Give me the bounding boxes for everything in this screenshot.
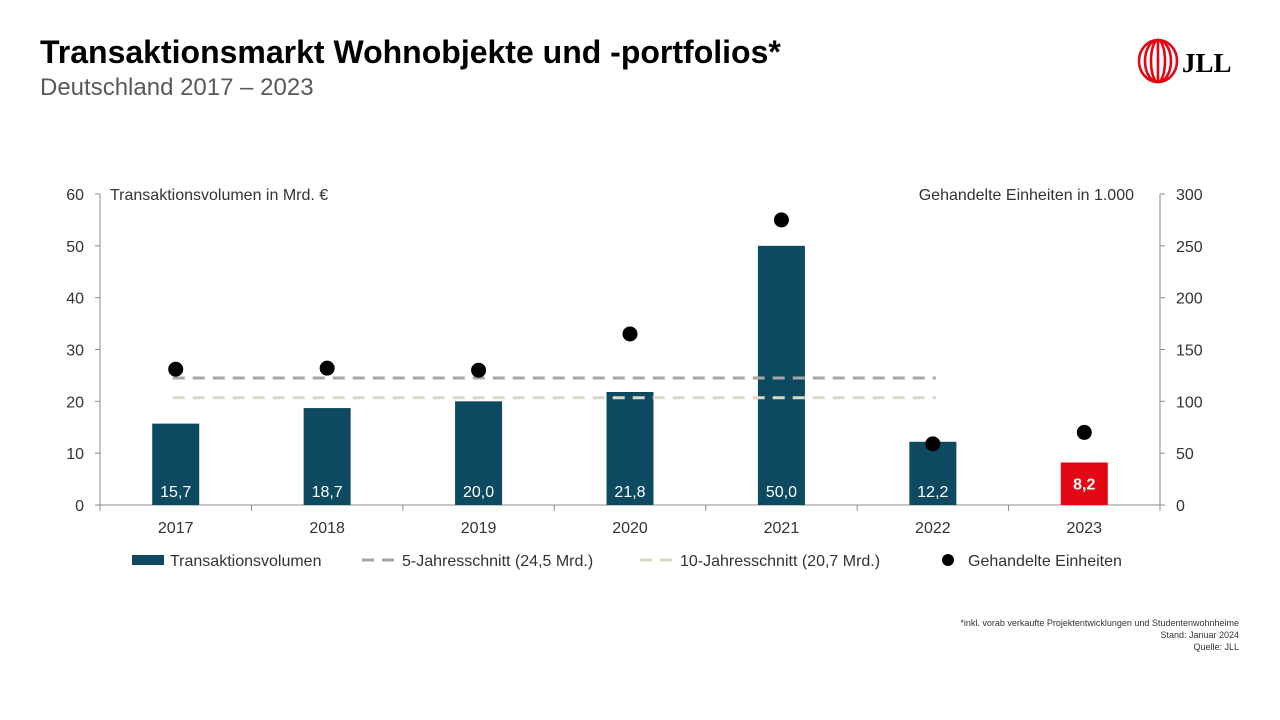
bar-data-label: 21,8 bbox=[614, 484, 645, 501]
y-tick-label-left: 0 bbox=[75, 498, 84, 515]
dot-2021 bbox=[773, 212, 789, 228]
legend-label-10-jahre: 10-Jahresschnitt (20,7 Mrd.) bbox=[680, 553, 880, 570]
jll-logo: JLL bbox=[1137, 38, 1232, 84]
x-tick-label: 2021 bbox=[764, 520, 800, 537]
page-title: Transaktionsmarkt Wohnobjekte und -portf… bbox=[40, 34, 781, 70]
x-tick-label: 2017 bbox=[158, 520, 194, 537]
y-tick-label-left: 50 bbox=[66, 239, 84, 256]
page-subtitle: Deutschland 2017 – 2023 bbox=[40, 74, 314, 101]
x-tick-label: 2019 bbox=[461, 520, 497, 537]
dot-2020 bbox=[622, 326, 638, 342]
y-tick-label-right: 250 bbox=[1176, 239, 1203, 256]
bar-data-label: 15,7 bbox=[160, 484, 191, 501]
source-note: Quelle: JLL bbox=[1193, 642, 1239, 652]
y-tick-label-right: 150 bbox=[1176, 343, 1203, 360]
dot-2023 bbox=[1076, 424, 1092, 440]
dot-2018 bbox=[319, 360, 335, 376]
status-date: Stand: Januar 2024 bbox=[1160, 630, 1239, 640]
legend-label-einheiten: Gehandelte Einheiten bbox=[968, 553, 1122, 570]
bar-data-label: 12,2 bbox=[917, 484, 948, 501]
jll-logo-text: JLL bbox=[1182, 48, 1232, 78]
bar-2023 bbox=[1060, 462, 1108, 505]
bar-2019 bbox=[455, 401, 503, 505]
bar-2020 bbox=[606, 392, 654, 505]
bar-data-label: 20,0 bbox=[463, 484, 494, 501]
bar-data-label: 18,7 bbox=[312, 484, 343, 501]
x-tick-label: 2020 bbox=[612, 520, 648, 537]
bar-2021 bbox=[757, 245, 805, 506]
y-tick-label-right: 300 bbox=[1176, 187, 1203, 204]
y-tick-label-left: 60 bbox=[66, 187, 84, 204]
y-axis-label-left: Transaktionsvolumen in Mrd. € bbox=[110, 187, 328, 204]
x-tick-label: 2018 bbox=[309, 520, 345, 537]
legend-swatch-volumen bbox=[132, 555, 164, 565]
dot-2017 bbox=[168, 361, 184, 377]
y-tick-label-right: 100 bbox=[1176, 394, 1203, 411]
y-tick-label-left: 30 bbox=[66, 343, 84, 360]
y-tick-label-right: 200 bbox=[1176, 291, 1203, 308]
x-tick-label: 2023 bbox=[1066, 520, 1102, 537]
y-axis-label-right: Gehandelte Einheiten in 1.000 bbox=[919, 187, 1134, 204]
bar-2017 bbox=[152, 423, 200, 505]
y-tick-label-right: 50 bbox=[1176, 446, 1194, 463]
legend-label-volumen: Transaktionsvolumen bbox=[170, 553, 321, 570]
y-tick-label-right: 0 bbox=[1176, 498, 1185, 515]
x-tick-label: 2022 bbox=[915, 520, 951, 537]
bar-data-label: 50,0 bbox=[766, 484, 797, 501]
legend-swatch-einheiten bbox=[942, 554, 954, 566]
y-tick-label-left: 10 bbox=[66, 446, 84, 463]
footnote: *inkl. vorab verkaufte Projektentwicklun… bbox=[960, 618, 1239, 628]
dot-2019 bbox=[471, 362, 487, 378]
y-tick-label-left: 40 bbox=[66, 291, 84, 308]
jll-flame-logo-icon bbox=[1137, 38, 1179, 84]
dot-2022 bbox=[925, 436, 941, 452]
bar-2022 bbox=[909, 441, 957, 505]
bar-data-label: 8,2 bbox=[1073, 476, 1095, 493]
legend-label-5-jahre: 5-Jahresschnitt (24,5 Mrd.) bbox=[402, 553, 593, 570]
bar-2018 bbox=[303, 408, 351, 505]
y-tick-label-left: 20 bbox=[66, 394, 84, 411]
